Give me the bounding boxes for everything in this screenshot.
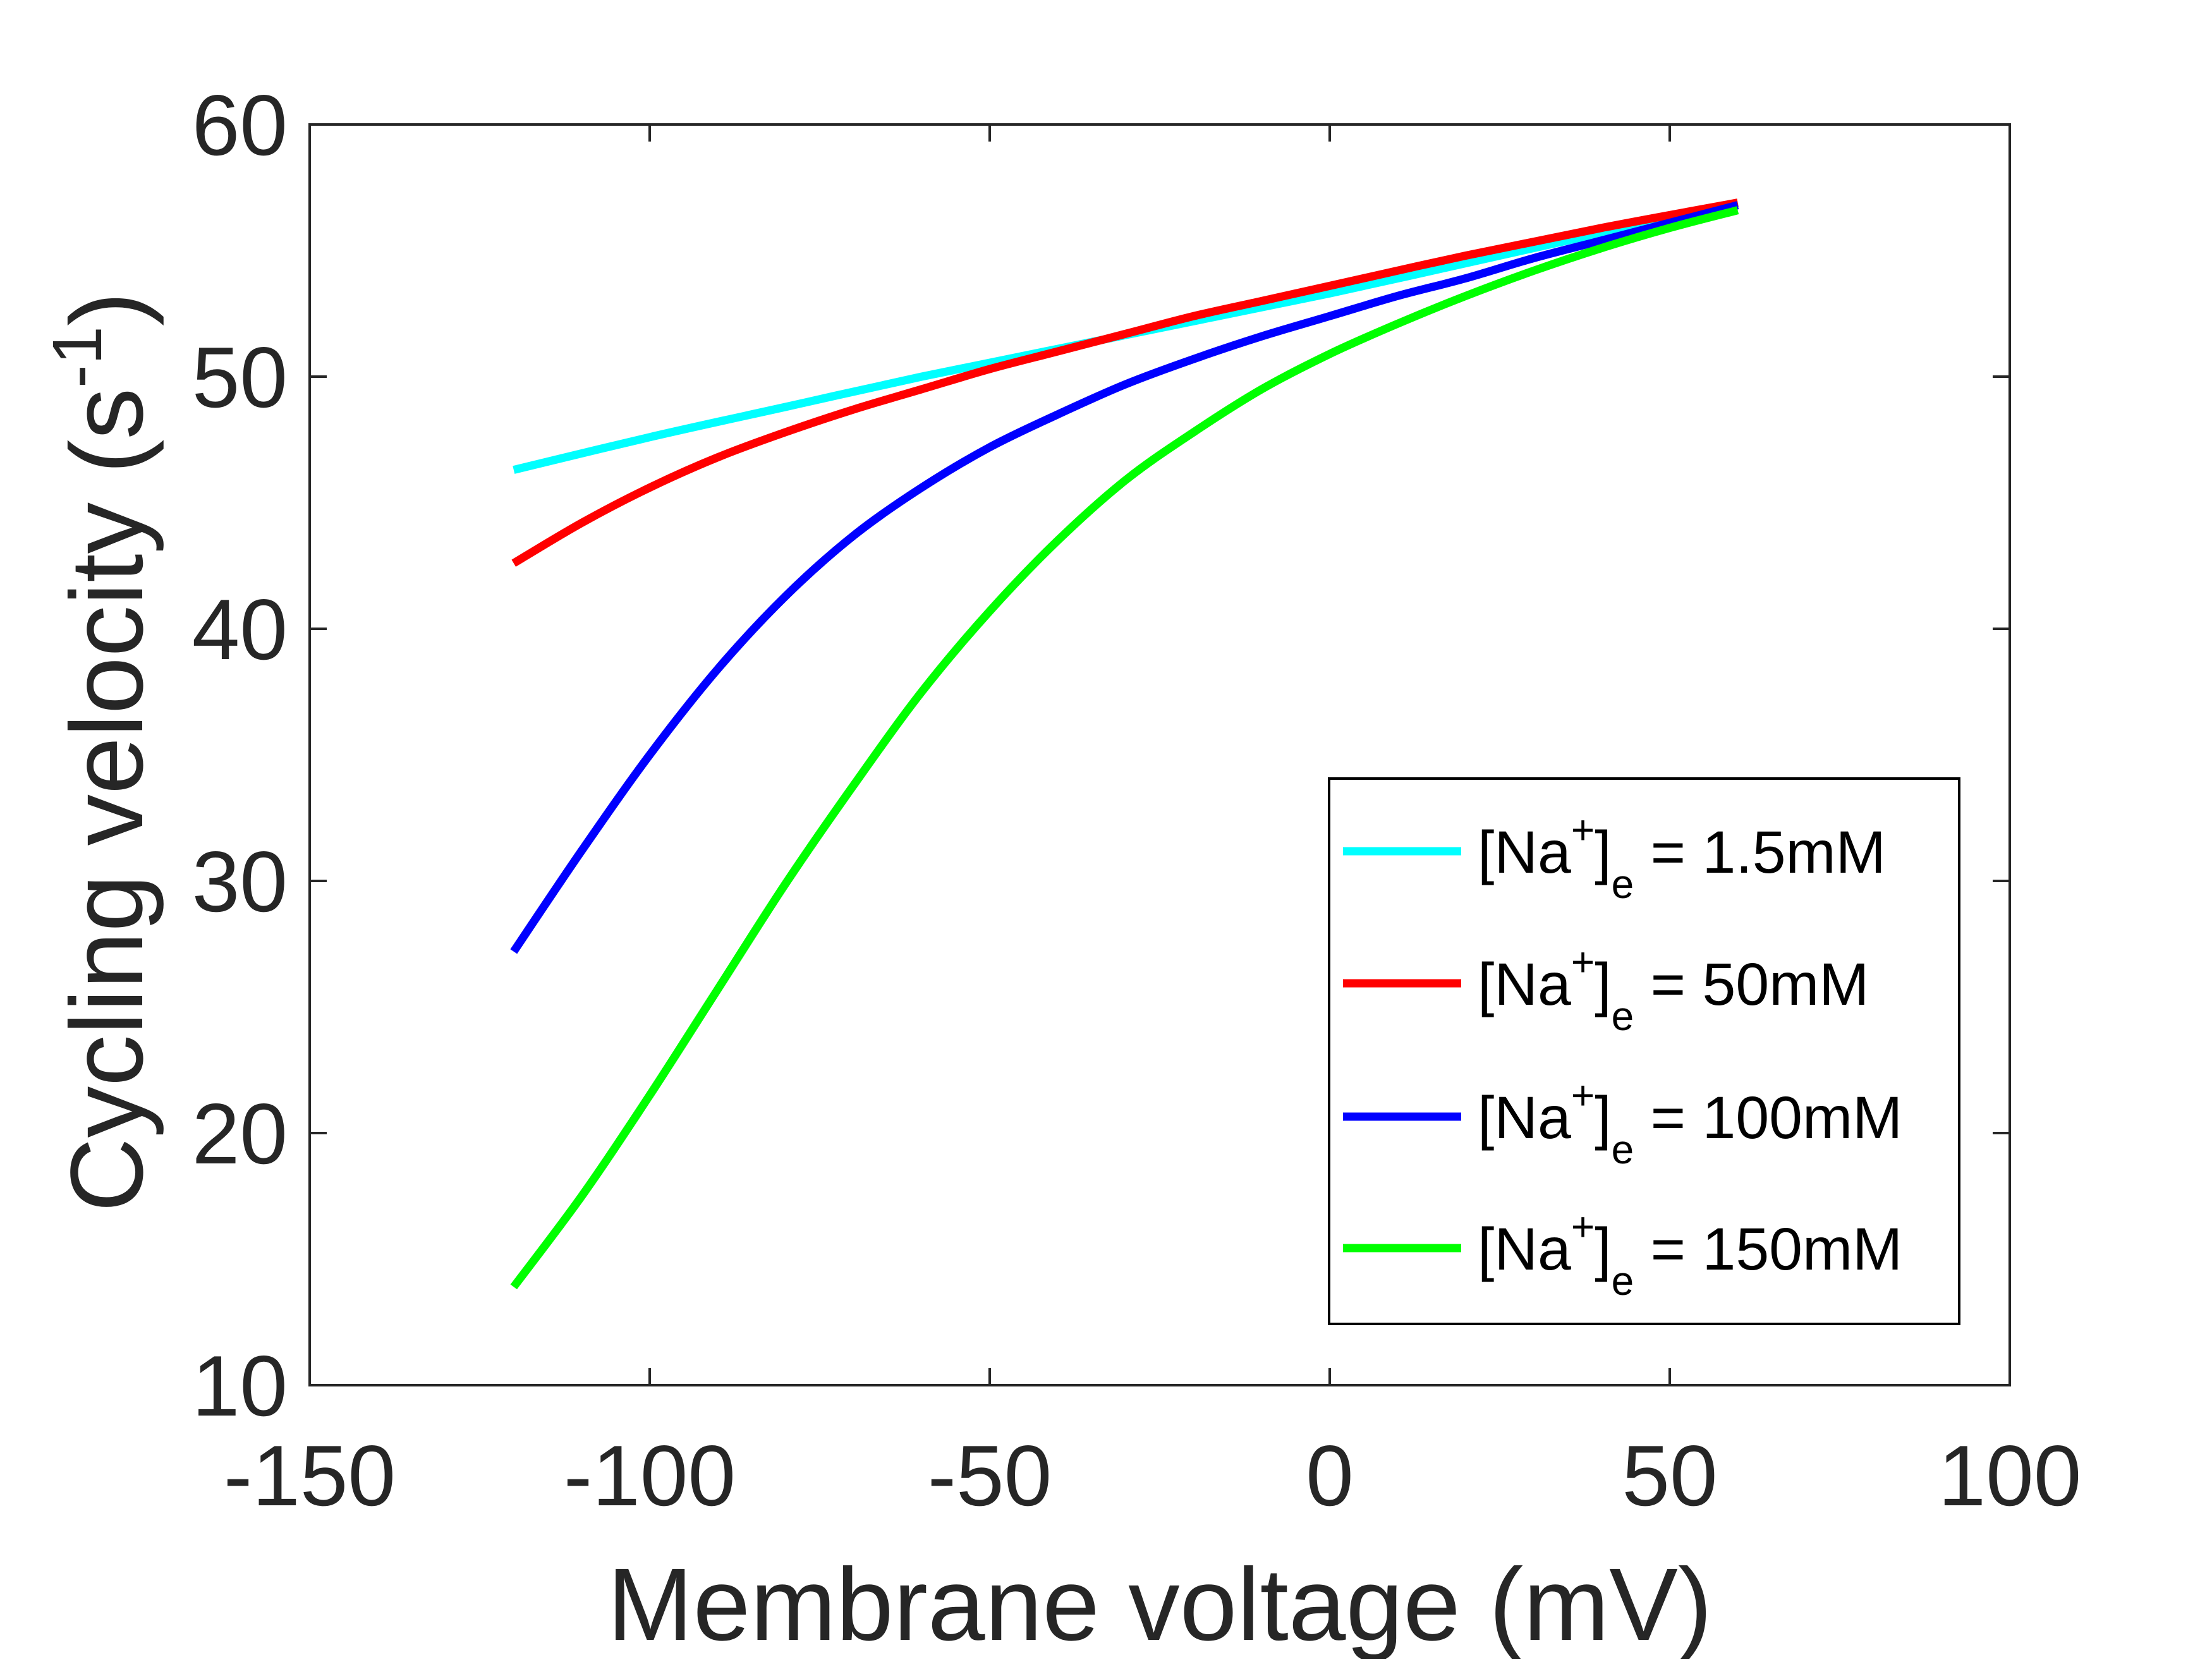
- y-axis-label-main: Cycling velocity (s: [49, 388, 164, 1212]
- ticks-layer: -150 -100 -50 0 50 100 10 20 30 40 50 60: [192, 77, 2082, 1524]
- y-tick-label: 20: [192, 1086, 288, 1182]
- legend-bracket: ]: [1595, 819, 1611, 886]
- legend-entry-2: [Na+]e = 50mM: [1343, 939, 1869, 1039]
- legend-bracket: ]: [1595, 1216, 1611, 1283]
- y-axis-label-superscript: -1: [39, 326, 116, 388]
- legend-entry-1: [Na+]e = 1.5mM: [1343, 807, 1886, 907]
- x-tick-label: 0: [1306, 1428, 1354, 1524]
- legend-bracket: ]: [1595, 951, 1611, 1018]
- x-axis-label: Membrane voltage (mV): [607, 1546, 1712, 1659]
- legend-sub: e: [1612, 993, 1634, 1039]
- legend-rest: = 150mM: [1634, 1216, 1902, 1283]
- y-tick-label: 10: [192, 1338, 288, 1434]
- axes-box: [308, 123, 2011, 1386]
- legend-sup: +: [1571, 1072, 1595, 1118]
- y-tick-label: 50: [192, 329, 288, 425]
- legend-label: [Na+]e = 150mM: [1478, 1204, 1902, 1304]
- series-line-4: [510, 206, 1739, 1290]
- legend: [Na+]e = 1.5mM[Na+]e = 50mM[Na+]e = 100m…: [1328, 777, 1960, 1325]
- y-axis-label-close: ): [49, 292, 164, 326]
- legend-label: [Na+]e = 100mM: [1478, 1072, 1902, 1172]
- y-axis-label: Cycling velocity (s-1): [39, 292, 164, 1212]
- legend-rest: = 1.5mM: [1634, 819, 1886, 886]
- legend-sub: e: [1612, 1127, 1634, 1172]
- legend-bracket: ]: [1595, 1084, 1611, 1151]
- series-line-2: [511, 198, 1739, 567]
- y-tick-label: 60: [192, 77, 288, 173]
- legend-label: [Na+]e = 50mM: [1478, 939, 1869, 1039]
- legend-prefix: [Na: [1478, 819, 1571, 886]
- legend-rest: = 100mM: [1634, 1084, 1902, 1151]
- legend-prefix: [Na: [1478, 951, 1571, 1018]
- legend-sup: +: [1571, 807, 1595, 852]
- legend-sup: +: [1571, 939, 1595, 985]
- x-tick-label: 100: [1938, 1428, 2082, 1524]
- series-layer: [510, 198, 1739, 1290]
- x-tick-label: -150: [224, 1428, 396, 1524]
- legend-entries: [Na+]e = 1.5mM[Na+]e = 50mM[Na+]e = 100m…: [1343, 807, 1902, 1304]
- series-line-3: [510, 201, 1739, 954]
- x-tick-label: -50: [928, 1428, 1052, 1524]
- y-tick-label: 40: [192, 581, 288, 677]
- legend-prefix: [Na: [1478, 1216, 1571, 1283]
- legend-label: [Na+]e = 1.5mM: [1478, 807, 1886, 907]
- legend-box: [1328, 777, 1960, 1325]
- legend-sup: +: [1571, 1204, 1595, 1249]
- legend-prefix: [Na: [1478, 1084, 1571, 1151]
- legend-sub: e: [1612, 861, 1634, 907]
- x-tick-label: -100: [564, 1428, 736, 1524]
- legend-rest: = 50mM: [1634, 951, 1869, 1018]
- x-tick-label: 50: [1622, 1428, 1717, 1524]
- legend-entry-4: [Na+]e = 150mM: [1343, 1204, 1902, 1304]
- legend-entry-3: [Na+]e = 100mM: [1343, 1072, 1902, 1172]
- legend-sub: e: [1612, 1258, 1634, 1304]
- y-tick-label: 30: [192, 834, 288, 930]
